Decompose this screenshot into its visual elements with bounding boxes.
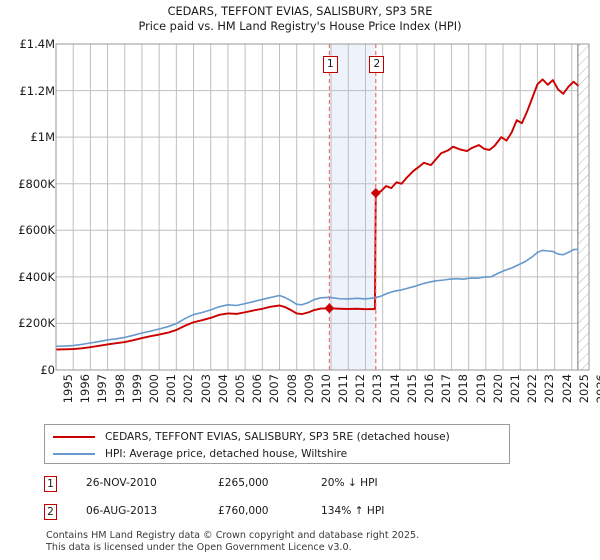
legend-item-price-paid: CEDARS, TEFFONT EVIAS, SALISBURY, SP3 5R… [53,428,450,446]
sale-markers-layer [324,44,381,370]
transaction-price-1: £265,000 [218,477,269,489]
no-data-region [577,44,589,370]
x-tick-label: 2012 [353,374,368,404]
transaction-hpi-delta-1: 20% ↓ HPI [321,477,378,489]
transaction-badge-2: 2 [44,504,57,520]
transaction-row-1: 1 26-NOV-2010 £265,000 20% ↓ HPI [44,476,514,494]
x-tick-label: 2016 [422,374,437,404]
marker-label-box-1: 1 [322,56,338,73]
transaction-price-2: £760,000 [218,505,269,517]
transaction-badge-1: 1 [44,476,57,492]
legend-swatch-hpi [53,453,95,455]
x-tick-label: 2021 [508,374,523,404]
x-tick-label: 2008 [284,374,299,404]
x-tick-label: 2026 [594,374,600,404]
y-tick-label: £800K [18,176,55,191]
chart-svg [55,43,590,371]
transaction-date-1: 26-NOV-2010 [86,477,157,489]
footer-line-2: This data is licensed under the Open Gov… [46,541,352,553]
title-block: CEDARS, TEFFONT EVIAS, SALISBURY, SP3 5R… [0,4,600,34]
chart-plot-area: £0 £200K £400K £600K £800K £1M £1.2M £1.4M 1 2 [0,37,600,377]
marker-label-box-2: 2 [369,56,385,73]
x-tick-label: 1998 [112,374,127,404]
y-tick-label: £1.2M [19,83,55,98]
x-tick-label: 2010 [318,374,333,404]
x-axis-tick-labels: 1995 1996 1997 1998 1999 2000 2001 2002 2003 2004… [0,372,600,417]
x-tick-label: 2019 [473,374,488,404]
y-tick-label: £400K [18,269,55,284]
y-tick-label: £600K [18,223,55,238]
x-tick-label: 1995 [61,374,75,404]
x-tick-label: 2004 [215,374,230,404]
x-tick-label: 2009 [301,374,316,404]
x-tick-label: 2007 [267,374,282,404]
x-tick-label: 2020 [490,374,505,404]
legend-swatch-price-paid [53,436,95,438]
x-tick-label: 2013 [370,374,385,404]
x-tick-label: 2023 [542,374,557,404]
x-tick-label: 2000 [146,374,161,404]
y-tick-label: £1M [30,130,55,145]
x-tick-label: 2018 [456,374,471,404]
x-tick-label: 2022 [525,374,540,404]
legend-item-hpi: HPI: Average price, detached house, Wilt… [53,445,347,463]
x-tick-label: 2006 [250,374,265,404]
x-tick-label: 2011 [336,374,351,404]
x-tick-label: 1997 [95,374,110,404]
chart-legend: CEDARS, TEFFONT EVIAS, SALISBURY, SP3 5R… [44,424,510,464]
x-tick-label: 1999 [129,374,144,404]
x-tick-label: 2015 [404,374,419,404]
transaction-hpi-delta-2: 134% ↑ HPI [321,505,385,517]
x-tick-label: 2017 [439,374,454,404]
x-tick-label: 2001 [164,374,179,404]
x-tick-label: 1996 [78,374,93,404]
shaded-band-layer [329,44,376,370]
y-tick-label: £200K [18,316,55,331]
legend-label-hpi: HPI: Average price, detached house, Wilt… [105,448,348,460]
plot-frame [55,43,590,371]
footer-line-1: Contains HM Land Registry data © Crown c… [46,530,420,541]
x-tick-label: 2024 [559,374,574,404]
gridlines [55,43,590,371]
legend-label-price-paid: CEDARS, TEFFONT EVIAS, SALISBURY, SP3 5R… [105,431,450,443]
x-tick-label: 2014 [387,374,402,404]
transaction-row-2: 2 06-AUG-2013 £760,000 134% ↑ HPI [44,504,514,522]
y-tick-label: £0 [40,363,55,377]
page-subtitle: Price paid vs. HM Land Registry's House … [138,20,462,33]
x-tick-label: 2025 [576,374,591,404]
series-layer [56,78,579,351]
page-title: CEDARS, TEFFONT EVIAS, SALISBURY, SP3 5R… [167,5,433,18]
y-tick-label: £1.4M [19,37,55,51]
x-tick-label: 2003 [198,374,213,404]
x-tick-label: 2005 [232,374,247,404]
plot-background [56,44,589,370]
footer-attribution: Contains HM Land Registry data © Crown c… [46,530,566,553]
x-tick-label: 2002 [181,374,196,404]
transaction-date-2: 06-AUG-2013 [86,505,158,517]
